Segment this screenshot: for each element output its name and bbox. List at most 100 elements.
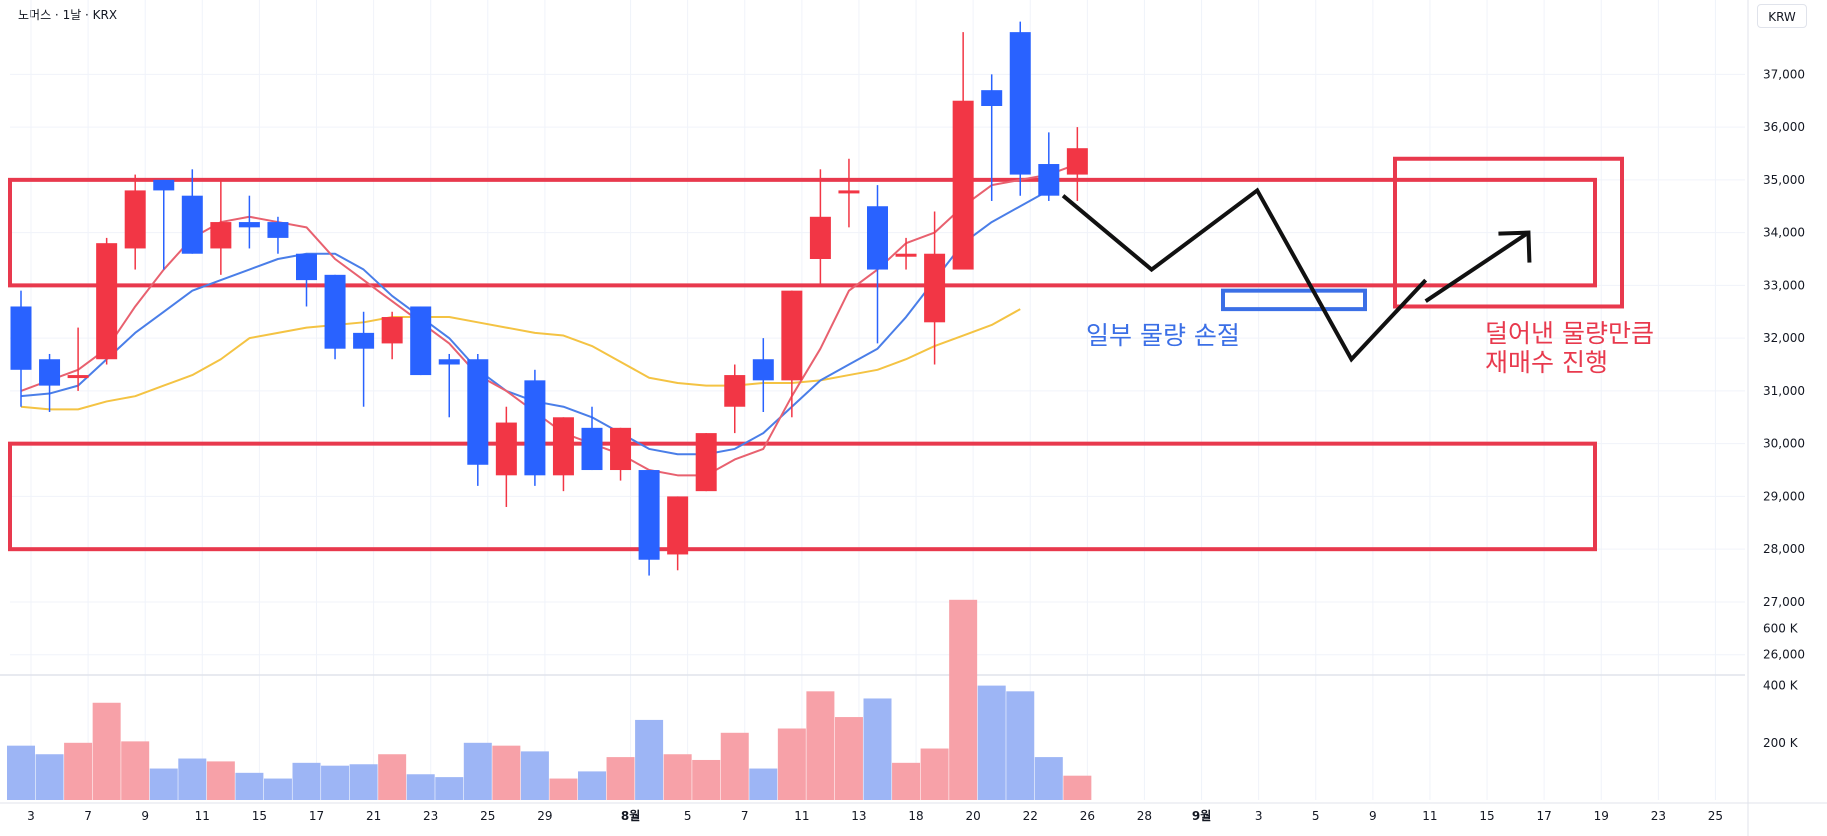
- red-annotation: 덜어낸 물량만큼 재매수 진행: [1485, 319, 1654, 377]
- candle-20: [552, 417, 574, 492]
- candles: [10, 21, 1088, 576]
- volume-bar-36: [1006, 691, 1035, 800]
- candle-body: [381, 317, 403, 344]
- price-tick-label: 35,000: [1763, 173, 1805, 187]
- time-tick-label: 25: [480, 809, 495, 823]
- volume-bar-23: [635, 719, 664, 800]
- candle-body: [581, 427, 603, 471]
- volume-bar-21: [578, 771, 606, 800]
- time-tick-label: 17: [309, 809, 324, 823]
- volume-bar-15: [406, 774, 435, 800]
- price-axis[interactable]: 26,000 27,000 28,000 29,000 30,000 31,000 32,0…: [1763, 67, 1805, 661]
- ma20-line: [20, 308, 1021, 411]
- volume-bar-7: [178, 758, 207, 800]
- volume-bar-6: [149, 768, 178, 800]
- time-axis[interactable]: 3 7 9 11 15 17 21 23 25 29 8월 5 7 11 13 18 20 22 26 28 9월 3 5 9…: [27, 808, 1723, 823]
- arrow-head: [1498, 230, 1532, 263]
- candle-body: [410, 306, 432, 376]
- zone-30000-28000: [8, 441, 1597, 552]
- time-tick-label: 15: [1479, 809, 1494, 823]
- red-annotation-line2: 재매수 진행: [1485, 348, 1608, 377]
- time-tick-label: 5: [684, 809, 692, 823]
- time-tick-label: 3: [27, 809, 35, 823]
- projection-path: [1061, 187, 1532, 363]
- volume-bar-16: [435, 777, 464, 800]
- volume-bar-28: [777, 728, 806, 800]
- volume-bar-2: [35, 754, 64, 800]
- volume-bar-32: [892, 762, 921, 800]
- candle-1: [10, 290, 32, 407]
- volume-bar-20: [549, 778, 578, 800]
- candle-body: [1038, 164, 1060, 196]
- volume-bar-8: [206, 761, 235, 800]
- zone-35000-33000: [8, 177, 1597, 288]
- rebuy-arrow: [1424, 230, 1530, 303]
- candle-26: [724, 364, 746, 434]
- time-tick-label: 17: [1537, 809, 1552, 823]
- candle-8: [210, 179, 232, 275]
- volume-bar-38: [1063, 775, 1092, 800]
- candle-6: [153, 179, 175, 270]
- candle-body: [324, 274, 346, 349]
- candle-34: [952, 32, 974, 270]
- candle-body: [895, 253, 917, 257]
- candle-body: [752, 359, 774, 381]
- time-tick-label: 29: [537, 809, 552, 823]
- candle-body: [67, 375, 89, 379]
- time-tick-label: 9: [141, 809, 149, 823]
- candle-body: [695, 433, 717, 492]
- volume-bar-3: [64, 742, 93, 800]
- stop-loss-box: [1221, 288, 1367, 312]
- volume-bar-18: [492, 745, 521, 800]
- volume-bar-30: [834, 717, 863, 800]
- volume-bar-26: [720, 732, 749, 800]
- candle-body: [667, 496, 689, 555]
- volume-bar-12: [321, 765, 350, 800]
- volume-axis: 200 K 400 K 600 K: [1763, 621, 1799, 749]
- volume-bar-34: [949, 599, 978, 800]
- candle-body: [39, 359, 61, 386]
- volume-bar-33: [920, 748, 949, 800]
- volume-bar-14: [378, 754, 407, 800]
- candle-21: [581, 406, 603, 471]
- candle-3: [67, 327, 89, 391]
- time-tick-label: 18: [908, 809, 923, 823]
- time-tick-label: 11: [1422, 809, 1437, 823]
- candle-body: [210, 222, 232, 249]
- volume-bar-9: [235, 772, 264, 800]
- time-tick-label: 9: [1369, 809, 1377, 823]
- candle-body: [438, 359, 460, 365]
- zigzag-path: [1061, 187, 1428, 363]
- time-tick-label: 26: [1080, 809, 1095, 823]
- candle-31: [867, 185, 888, 344]
- moving-averages: [20, 163, 1078, 477]
- time-tick-label: 15: [252, 809, 267, 823]
- candle-32: [895, 237, 917, 270]
- blue-annotation: 일부 물량 손절: [1086, 321, 1240, 350]
- time-tick-label: 3: [1255, 809, 1263, 823]
- time-tick-label: 25: [1708, 809, 1723, 823]
- candle-24: [667, 496, 689, 571]
- time-tick-label: 7: [84, 809, 92, 823]
- volume-tick-label: 200 K: [1763, 736, 1799, 750]
- time-tick-label: 23: [1651, 809, 1666, 823]
- candle-37: [1038, 132, 1060, 201]
- time-tick-label: 20: [966, 809, 981, 823]
- time-tick-label: 5: [1312, 809, 1320, 823]
- candle-23: [638, 470, 660, 576]
- time-tick-label: 8월: [621, 808, 640, 823]
- candle-4: [96, 237, 118, 365]
- candle-30: [838, 158, 860, 228]
- price-tick-label: 29,000: [1763, 489, 1805, 503]
- candle-38: [1066, 127, 1088, 201]
- price-tick-label: 36,000: [1763, 120, 1805, 134]
- candle-body: [1066, 148, 1088, 175]
- candle-body: [867, 206, 888, 270]
- candle-body: [181, 195, 203, 254]
- candle-body: [952, 100, 974, 270]
- candle-27: [752, 338, 774, 413]
- currency-button[interactable]: KRW: [1757, 4, 1807, 28]
- time-tick-label: 21: [366, 809, 381, 823]
- candle-body: [467, 359, 489, 465]
